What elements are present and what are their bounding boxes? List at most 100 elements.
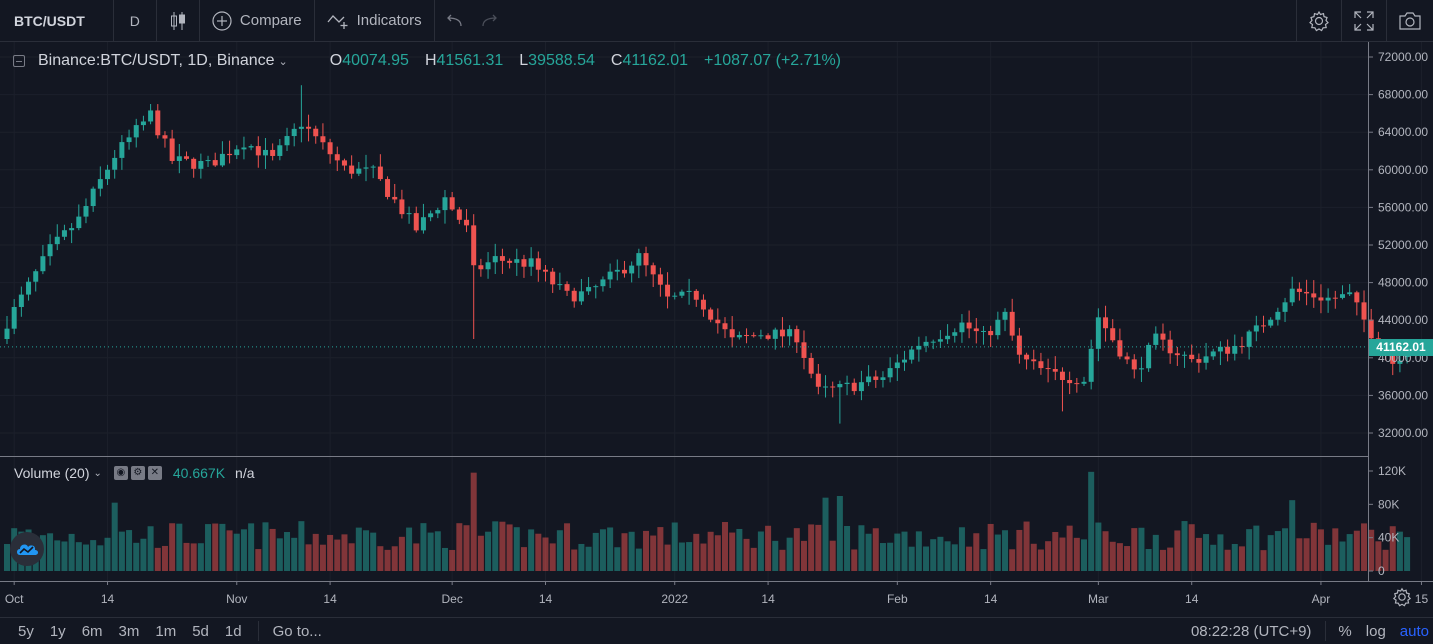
volume-bar [1167,547,1174,571]
candle-body [277,145,283,156]
compare-label: Compare [239,12,302,29]
candle-body [428,213,434,218]
candle-body [356,168,362,174]
volume-axis-label: 120K [1378,464,1406,478]
screenshot-button[interactable] [1386,0,1433,42]
close-icon[interactable]: ✕ [147,466,162,480]
volume-bar [118,531,125,571]
candle-body [485,262,491,270]
volume-bars [4,471,1411,571]
candle-body [33,271,39,282]
candle-body [1002,311,1008,320]
candle-body [148,110,154,122]
candle-body [902,359,907,363]
candle-body [887,368,893,378]
eye-icon[interactable]: ◉ [113,466,128,480]
volume-bar [765,525,772,571]
candle-body [1232,345,1238,354]
volume-bar [233,533,240,571]
candles [4,85,1410,424]
volume-bar [1317,529,1324,571]
volume-bar [255,549,262,571]
volume-bar [298,521,305,571]
candle-body [988,330,994,336]
settings-icon[interactable]: ⚙ [130,466,145,480]
candle-body [1146,344,1152,369]
candle-body [320,136,326,143]
volume-bar [212,523,219,571]
volume-bar [111,502,118,571]
candle-body [966,322,972,329]
axis-settings-icon[interactable] [1392,587,1412,607]
candle-body [1311,293,1317,298]
interval-button[interactable]: D [114,0,157,42]
collapse-legend-button[interactable] [13,55,25,67]
fullscreen-button[interactable] [1341,0,1386,42]
candle-body [1196,359,1202,363]
volume-bar [1303,538,1310,571]
redo-icon[interactable] [481,14,499,28]
candle-body [722,323,728,330]
volume-bar [348,543,355,571]
candle-body [543,269,548,272]
volume-bar [1030,543,1037,571]
chart-style-button[interactable] [157,0,200,42]
auto-toggle[interactable]: auto [1399,622,1429,640]
range-5d[interactable]: 5d [192,622,209,640]
volume-bar [757,531,764,571]
volume-bar [240,529,247,571]
candle-body [866,376,872,383]
candle-body [672,295,678,297]
volume-bar [686,542,693,571]
volume-title[interactable]: Volume (20) [14,465,90,481]
candle-body [973,328,979,332]
range-1y[interactable]: 1y [49,622,66,640]
volume-bar [1081,539,1087,571]
candle-body [1167,339,1173,354]
range-1d[interactable]: 1d [224,622,242,640]
candle-body [823,386,829,388]
candle-body [1368,319,1374,339]
candle-body [248,146,254,148]
candle-body [629,265,635,274]
log-toggle[interactable]: log [1365,622,1386,640]
volume-bar [205,524,212,571]
volume-bar [908,546,915,571]
volume-bar [190,543,197,571]
range-5y[interactable]: 5y [18,622,34,640]
range-1m[interactable]: 1m [155,622,177,640]
candle-body [97,179,103,189]
chart-canvas[interactable]: 72000.00 68000.00 64000.00 60000.00 56000.00… [0,0,1433,617]
candle-body [291,128,297,137]
tradingview-logo[interactable] [10,532,44,566]
goto-button[interactable]: Go to... [272,622,322,640]
time-axis-label: Apr [1312,592,1331,606]
candles-icon [170,11,185,30]
compare-button[interactable]: Compare [200,0,315,42]
volume-bar [743,538,750,571]
volume-bar [441,547,448,571]
range-6m[interactable]: 6m [81,622,103,640]
volume-bar [1145,549,1152,571]
indicators-button[interactable]: Indicators [315,0,435,42]
volume-bar [499,521,506,571]
candle-body [621,269,627,274]
legend-title[interactable]: Binance:BTC/USDT, 1D, Binance ⌄ [38,52,288,69]
range-3m[interactable]: 3m [118,622,140,640]
percent-toggle[interactable]: % [1338,622,1352,640]
symbol-search[interactable]: BTC/USDT [0,0,114,42]
volume-bar [901,531,908,571]
volume-bar [169,523,176,571]
volume-bar [413,543,420,571]
undo-icon[interactable] [445,14,463,28]
candle-body [105,169,111,180]
settings-button[interactable] [1296,0,1341,42]
clock[interactable]: 08:22:28 (UTC+9) [1190,622,1312,640]
volume-bar [693,533,700,571]
candle-body [557,284,563,286]
volume-bar [1152,534,1159,571]
volume-bar [1238,546,1245,571]
volume-bar [621,533,628,571]
candle-body [930,341,936,343]
indicators-label: Indicators [356,12,422,29]
